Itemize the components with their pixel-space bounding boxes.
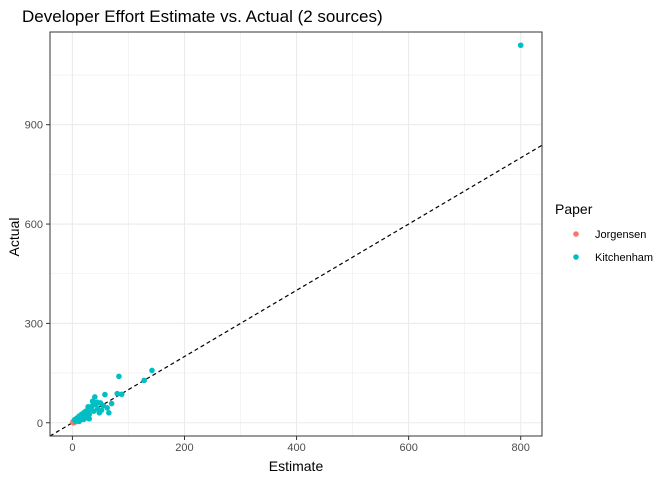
x-tick-label: 600 (399, 442, 417, 454)
data-point (108, 400, 115, 407)
y-axis-title: Actual (6, 218, 22, 257)
data-point (141, 377, 147, 384)
x-tick-label: 200 (175, 442, 193, 454)
y-tick-label: 300 (25, 318, 43, 330)
data-point (149, 367, 155, 374)
y-axis: 0 300 600 900 (25, 120, 50, 430)
data-point (76, 418, 82, 425)
legend-label: Kitchenham (595, 252, 653, 264)
data-point (114, 390, 121, 397)
data-point (85, 404, 91, 410)
data-point (89, 398, 96, 405)
legend-item-kitchenham: Kitchenham (573, 252, 653, 264)
legend-title: Paper (555, 201, 593, 217)
x-tick-label: 0 (69, 442, 75, 454)
data-point (116, 373, 122, 380)
legend: Paper Jorgensen Kitchenham (555, 201, 653, 264)
panel-background (50, 32, 542, 436)
series-kitchenham (71, 42, 524, 425)
data-point (98, 407, 105, 413)
data-point (92, 394, 98, 400)
reference-line (49, 144, 543, 437)
legend-key (573, 231, 579, 237)
legend-item-jorgensen: Jorgensen (573, 229, 646, 241)
data-point (102, 391, 108, 398)
data-point (118, 391, 125, 398)
plot-panel (49, 31, 543, 437)
legend-label: Jorgensen (595, 229, 646, 241)
panel-border (49, 31, 543, 437)
y-tick-label: 900 (25, 120, 43, 132)
y-tick-label: 600 (25, 219, 43, 231)
data-point (106, 410, 112, 416)
y-tick-label: 0 (37, 418, 43, 430)
data-point (86, 415, 93, 422)
x-axis-title: Estimate (269, 458, 324, 474)
data-point (517, 42, 524, 49)
x-tick-label: 400 (287, 442, 305, 454)
data-point (94, 399, 100, 406)
x-tick-label: 800 (512, 442, 530, 454)
data-point (71, 416, 78, 423)
chart-title: Developer Effort Estimate vs. Actual (2 … (22, 7, 383, 26)
legend-key (573, 254, 579, 260)
x-axis: 0 200 400 600 800 (69, 436, 530, 454)
data-point (79, 412, 86, 419)
